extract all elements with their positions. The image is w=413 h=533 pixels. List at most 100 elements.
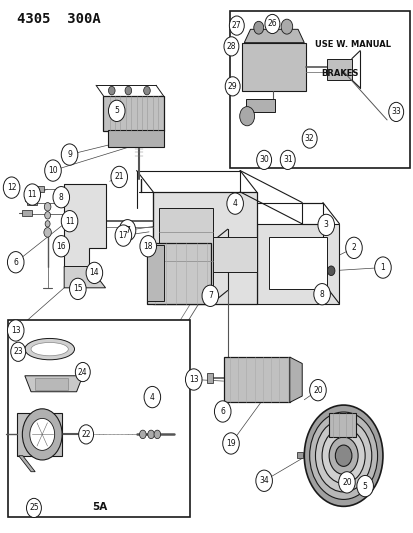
Text: 17: 17 — [118, 231, 128, 240]
Circle shape — [239, 107, 254, 126]
Text: 26: 26 — [267, 20, 277, 28]
Bar — [206, 373, 212, 383]
Circle shape — [280, 19, 292, 34]
Circle shape — [335, 445, 351, 466]
Circle shape — [338, 472, 354, 493]
Text: 24: 24 — [78, 368, 88, 376]
Circle shape — [69, 278, 86, 300]
Circle shape — [111, 166, 127, 188]
Text: 3: 3 — [323, 221, 328, 229]
Ellipse shape — [25, 338, 74, 360]
Circle shape — [222, 433, 239, 454]
Text: 5: 5 — [114, 107, 119, 115]
Text: 4: 4 — [232, 199, 237, 208]
Text: 33: 33 — [390, 108, 400, 116]
Bar — [159, 208, 213, 290]
Circle shape — [229, 16, 244, 35]
Text: 13: 13 — [11, 326, 21, 335]
Circle shape — [309, 379, 325, 401]
Text: 25: 25 — [29, 504, 39, 512]
Circle shape — [253, 21, 263, 34]
Text: 29: 29 — [227, 82, 237, 91]
Text: BRAKES: BRAKES — [320, 69, 357, 78]
Circle shape — [45, 160, 61, 181]
Polygon shape — [64, 266, 105, 288]
Polygon shape — [256, 224, 339, 304]
Circle shape — [11, 342, 26, 361]
Bar — [107, 130, 163, 147]
Polygon shape — [147, 243, 211, 304]
Text: 18: 18 — [143, 242, 152, 251]
Polygon shape — [246, 99, 275, 112]
Text: 6: 6 — [220, 407, 225, 416]
Circle shape — [61, 144, 78, 165]
Circle shape — [388, 102, 403, 122]
Circle shape — [280, 150, 294, 169]
Circle shape — [44, 203, 51, 211]
Circle shape — [154, 430, 160, 439]
Ellipse shape — [31, 343, 68, 356]
Circle shape — [321, 428, 364, 483]
Text: 6: 6 — [13, 258, 18, 266]
Text: USE W. MANUAL: USE W. MANUAL — [314, 40, 390, 49]
Circle shape — [61, 211, 78, 232]
Text: 5A: 5A — [92, 502, 107, 512]
Circle shape — [214, 401, 230, 422]
Circle shape — [22, 409, 62, 460]
Circle shape — [108, 86, 115, 95]
Polygon shape — [153, 192, 256, 304]
Circle shape — [45, 221, 50, 227]
Text: 15: 15 — [73, 285, 83, 293]
Polygon shape — [223, 357, 289, 402]
Text: 21: 21 — [114, 173, 123, 181]
Polygon shape — [328, 413, 355, 437]
Circle shape — [140, 236, 156, 257]
Text: 27: 27 — [231, 21, 241, 30]
Text: 2: 2 — [351, 244, 356, 252]
Circle shape — [345, 237, 361, 259]
Circle shape — [119, 220, 135, 241]
Polygon shape — [242, 43, 306, 91]
Circle shape — [264, 14, 279, 34]
Circle shape — [223, 37, 238, 56]
Circle shape — [374, 257, 390, 278]
Circle shape — [327, 266, 334, 276]
Polygon shape — [289, 357, 301, 402]
Text: 1: 1 — [380, 263, 385, 272]
Circle shape — [75, 362, 90, 382]
Circle shape — [143, 86, 150, 95]
Circle shape — [108, 100, 125, 122]
Circle shape — [317, 214, 334, 236]
Circle shape — [225, 77, 240, 96]
Text: 16: 16 — [56, 242, 66, 251]
Circle shape — [309, 412, 377, 499]
Circle shape — [313, 284, 330, 305]
Text: 8: 8 — [59, 193, 64, 201]
Circle shape — [26, 498, 41, 518]
Circle shape — [255, 470, 272, 491]
Text: 20: 20 — [312, 386, 322, 394]
Circle shape — [78, 425, 93, 444]
Circle shape — [304, 405, 382, 506]
Circle shape — [202, 285, 218, 306]
Circle shape — [115, 225, 131, 246]
Text: 19: 19 — [225, 439, 235, 448]
Circle shape — [125, 86, 131, 95]
Text: 10: 10 — [48, 166, 58, 175]
Polygon shape — [147, 245, 163, 301]
Circle shape — [185, 369, 202, 390]
Bar — [35, 378, 68, 390]
Circle shape — [256, 150, 271, 169]
Bar — [27, 198, 37, 205]
Polygon shape — [25, 376, 83, 392]
Polygon shape — [19, 456, 35, 472]
Text: 23: 23 — [13, 348, 23, 356]
Polygon shape — [326, 59, 351, 80]
Circle shape — [226, 193, 243, 214]
Bar — [22, 210, 32, 216]
Text: 11: 11 — [65, 217, 74, 225]
Text: 4: 4 — [150, 393, 154, 401]
Circle shape — [44, 228, 51, 237]
Text: 34: 34 — [259, 477, 268, 485]
Text: 31: 31 — [282, 156, 292, 164]
